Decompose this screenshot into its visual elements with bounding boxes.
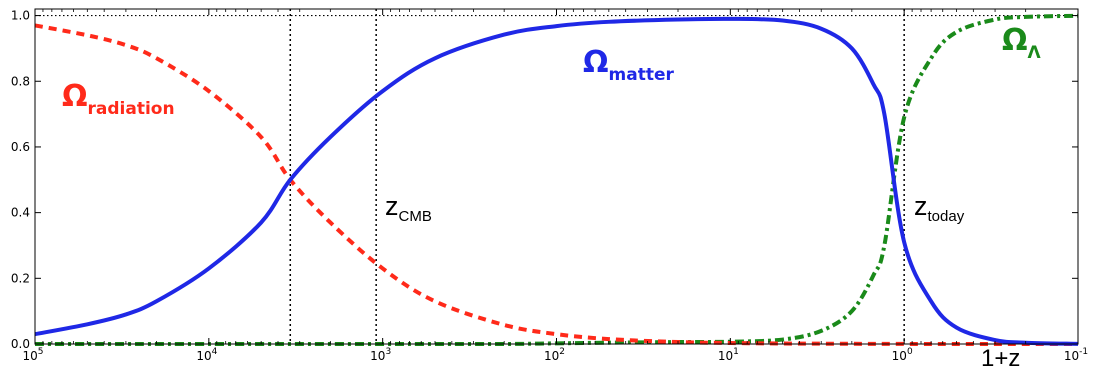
y-tick-label: 0.0: [11, 337, 30, 351]
z-today-label: ztoday: [914, 191, 965, 225]
omega-lambda-label: ΩΛ: [1002, 23, 1042, 63]
x-tick-label: 103: [370, 347, 391, 363]
reference-lines: [35, 9, 1078, 344]
x-axis-label: 1+z: [981, 345, 1020, 371]
x-tick-label: 105: [22, 347, 43, 363]
x-tick-label: 101: [718, 347, 739, 363]
omega-matter-label: Ωmatter: [583, 45, 674, 85]
y-tick-label: 0.6: [11, 140, 30, 154]
x-tick-label: 104: [196, 347, 217, 363]
series-line-1: [34, 16, 1079, 346]
y-tick-label: 0.2: [11, 271, 30, 285]
y-tick-label: 1.0: [11, 9, 30, 23]
y-tick-label: 0.8: [11, 74, 30, 88]
plot-background: [35, 9, 1078, 344]
omega-radiation-label: Ωradiation: [62, 79, 175, 119]
y-tick-label: 0.4: [11, 206, 30, 220]
axis-ticks: 105 104 103 102 101 100 10-1 0.0 0.2 0.4 0.6 0.8 1.0: [11, 9, 1088, 363]
x-tick-label: 10-1: [1064, 347, 1088, 363]
x-tick-label: 100: [892, 347, 913, 363]
z-cmb-label: zCMB: [385, 191, 432, 225]
annotations: Ωradiation Ωmatter ΩΛ zCMB ztoday 1+z: [62, 23, 1042, 371]
x-tick-label: 102: [544, 347, 565, 363]
